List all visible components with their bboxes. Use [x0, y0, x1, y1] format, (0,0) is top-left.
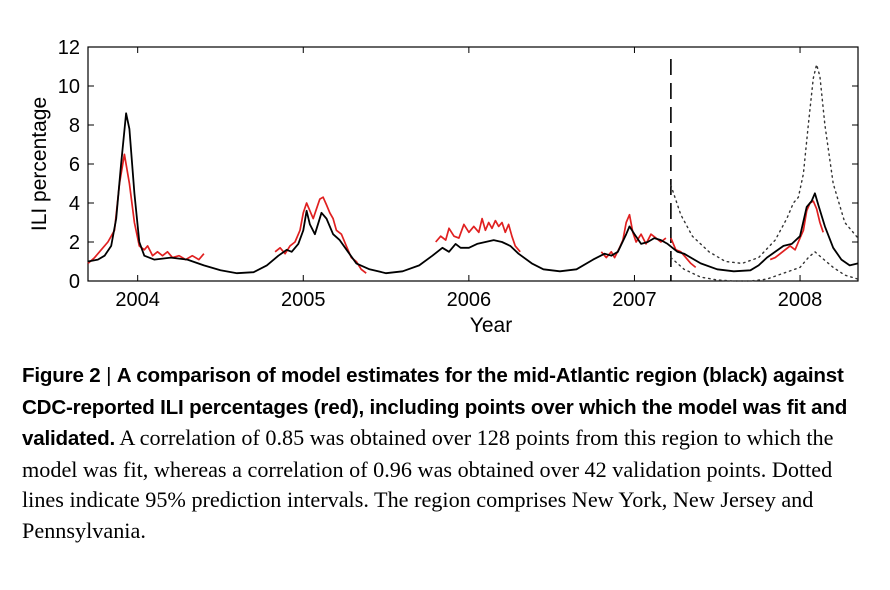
figure-caption: Figure 2 | A comparison of model estimat…	[22, 360, 872, 546]
figure-panel: 0 2 4 6 8 10 12 2004 2005 2006 2007 2008 Year ILI per…	[28, 37, 859, 337]
lower-prediction-interval	[670, 250, 859, 282]
x-tick-label: 2004	[115, 289, 160, 311]
x-axis-label: Year	[470, 314, 512, 337]
cdc-ili-series	[670, 237, 697, 269]
cdc-ili-series	[769, 200, 825, 261]
cdc-ili-series	[87, 153, 205, 265]
caption-body-text: A correlation of 0.85 was obtained over …	[22, 425, 834, 543]
y-axis-label: ILI percentage	[28, 97, 51, 231]
x-tick-label: 2008	[778, 289, 823, 311]
y-tick-label: 6	[69, 154, 80, 176]
caption-bold-text: A comparison of model estimates for the …	[22, 364, 848, 450]
y-tick-label: 2	[69, 232, 80, 254]
cdc-ili-series	[600, 213, 667, 259]
x-tick-label: 2005	[281, 289, 326, 311]
cdc-ili-series	[274, 196, 367, 274]
y-tick-label: 4	[69, 193, 80, 215]
ili-line-chart: 0 2 4 6 8 10 12 2004 2005 2006 2007 2008 Year ILI per…	[28, 37, 859, 337]
cdc-ili-series	[435, 217, 521, 253]
y-tick-label: 8	[69, 115, 80, 137]
x-tick-label: 2006	[447, 289, 492, 311]
y-tick-label: 12	[58, 37, 80, 59]
caption-label: Figure 2	[22, 364, 101, 387]
y-tick-label: 10	[58, 76, 80, 98]
y-tick-label: 0	[69, 271, 80, 293]
model-estimate-series	[87, 112, 859, 275]
upper-prediction-interval	[670, 61, 859, 265]
x-tick-label: 2007	[612, 289, 657, 311]
caption-separator: |	[106, 364, 112, 387]
